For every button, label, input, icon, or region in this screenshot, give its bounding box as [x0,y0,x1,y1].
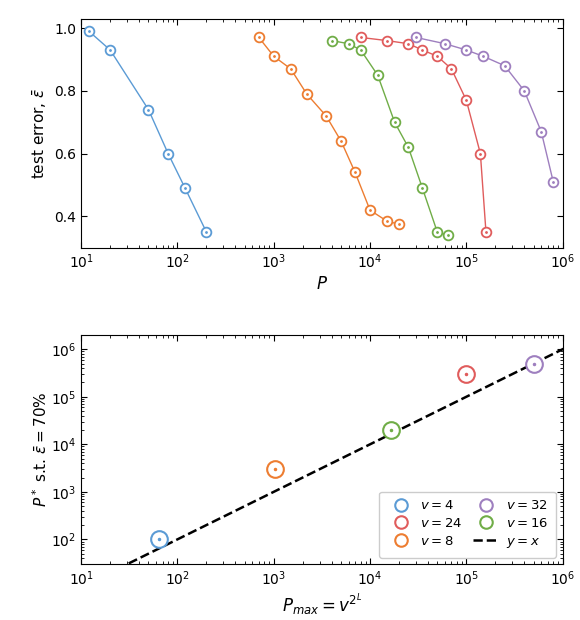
Y-axis label: $P^*$ s.t. $\bar{\epsilon} = 70\%$: $P^*$ s.t. $\bar{\epsilon} = 70\%$ [31,392,50,507]
Legend: $v = 4$, $v = 24$, $v = 8$, $v = 32$, $v = 16$, $y = x$: $v = 4$, $v = 24$, $v = 8$, $v = 32$, $v… [379,492,556,557]
X-axis label: $P$: $P$ [316,275,328,293]
Y-axis label: test error, $\bar{\epsilon}$: test error, $\bar{\epsilon}$ [31,87,49,179]
X-axis label: $P_{max} = v^{2^L}$: $P_{max} = v^{2^L}$ [282,592,362,618]
